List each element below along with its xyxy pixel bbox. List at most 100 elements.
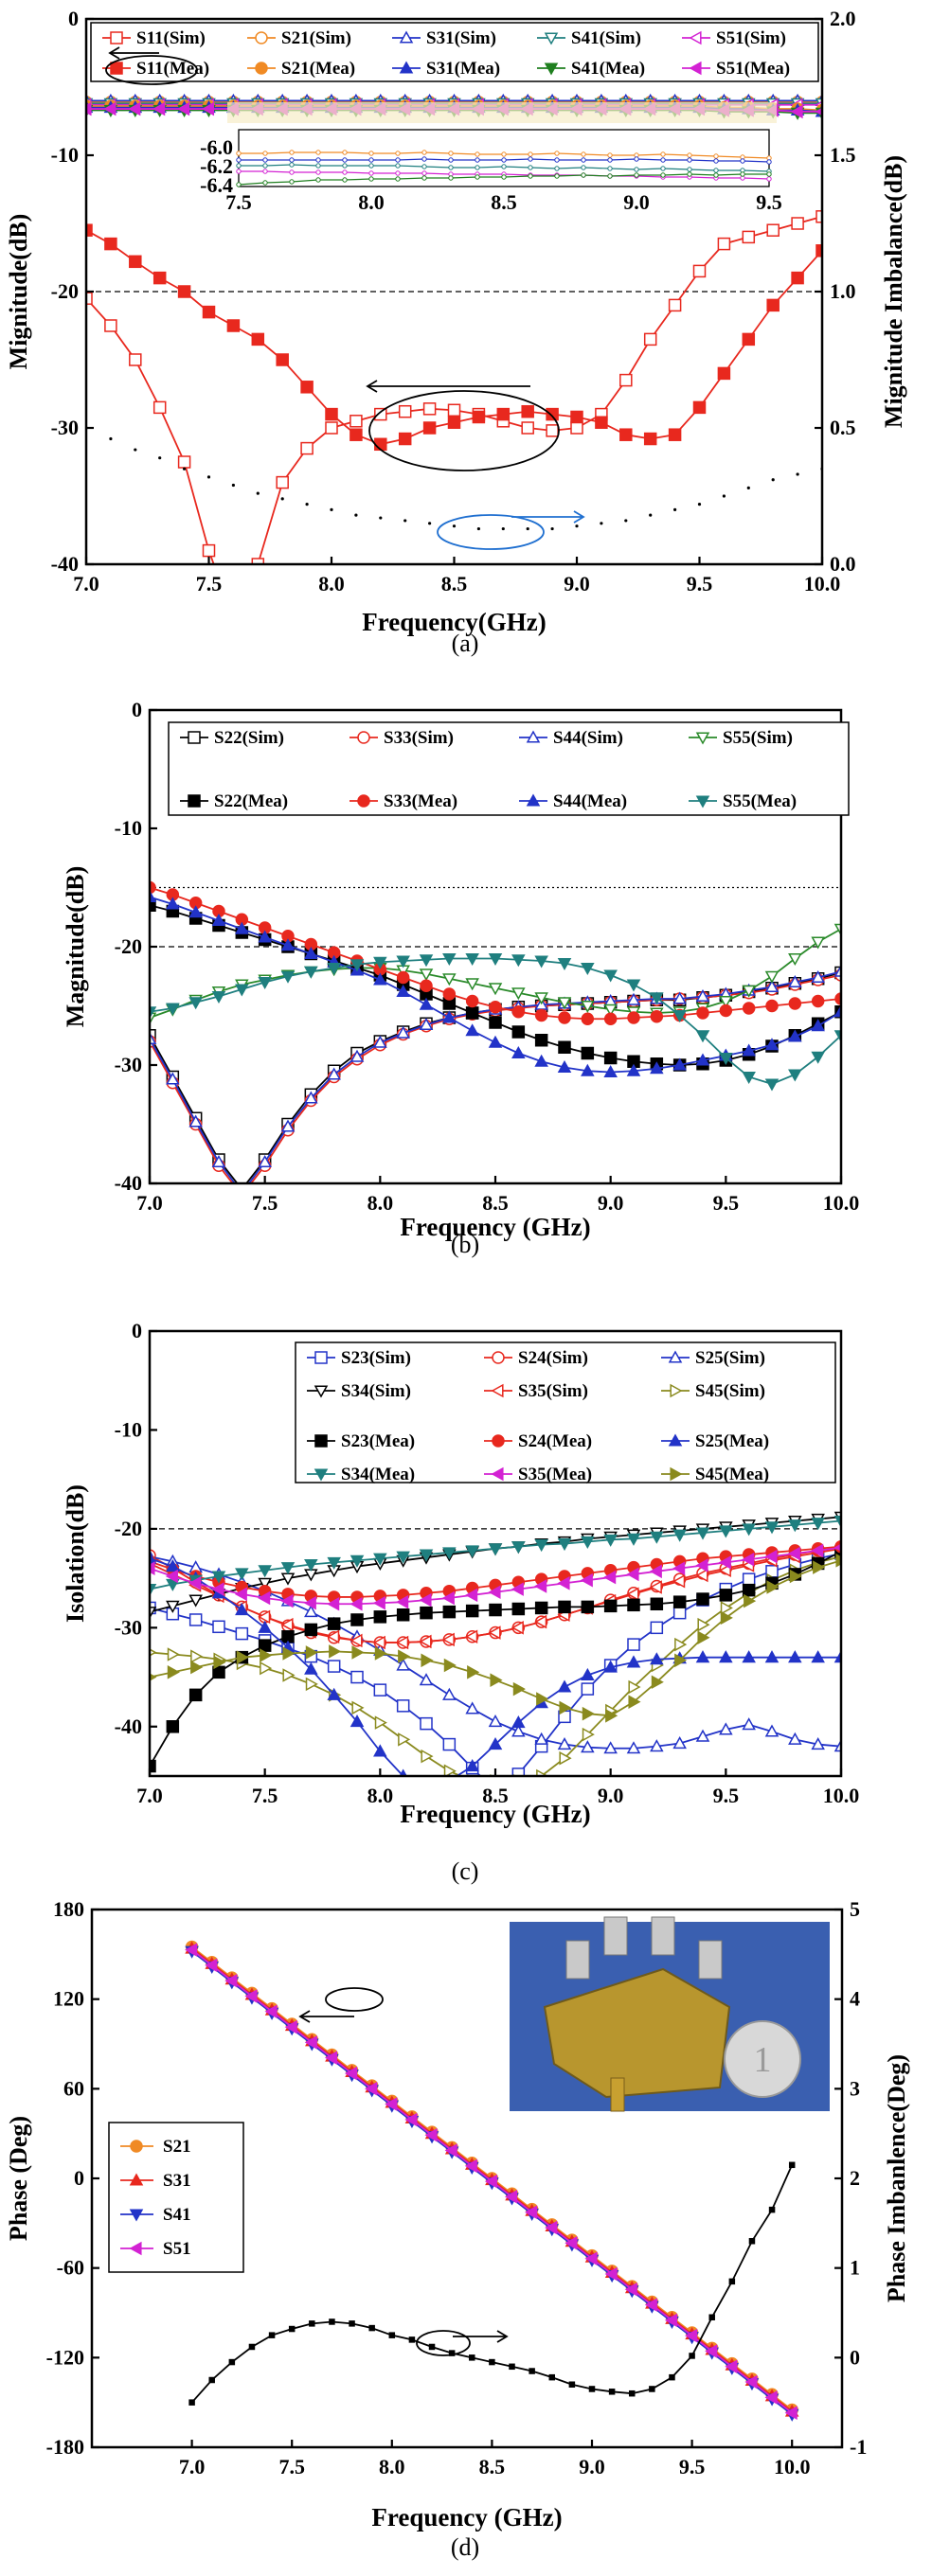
data-point [748, 2238, 756, 2245]
data-point [719, 1525, 733, 1538]
x-tick-label: 8.5 [482, 1191, 509, 1215]
data-point [672, 1735, 687, 1750]
sma-connector [651, 1916, 675, 1956]
data-point [280, 1617, 294, 1632]
legend-label: S23(Sim) [341, 1348, 411, 1368]
legend-item: S31(Mea) [392, 59, 500, 79]
data-point [396, 1594, 409, 1609]
data-point [488, 1714, 503, 1728]
inset-point [395, 151, 401, 156]
y-tick-label: -10 [115, 816, 142, 840]
y-tick-label: 120 [53, 1987, 84, 2011]
data-point [521, 404, 534, 418]
data-point [202, 305, 216, 319]
inset-point [236, 163, 242, 169]
data-point [276, 475, 289, 489]
legend-item: S22(Mea) [180, 791, 288, 811]
data-point [796, 472, 799, 476]
legend-marker [670, 1466, 683, 1482]
legend-label: S33(Sim) [384, 728, 454, 748]
series-s33-mea- [150, 880, 841, 1025]
inset-point [289, 169, 295, 175]
data-point [190, 1649, 204, 1663]
x-tick-label: 7.0 [136, 1191, 163, 1215]
x-tick-label: 7.5 [196, 572, 223, 595]
data-point [282, 1646, 296, 1661]
series-s34-mea- [150, 1515, 841, 1597]
data-point [719, 1650, 733, 1663]
legend-marker [130, 2140, 143, 2153]
inset-point [342, 150, 348, 155]
inset-point [342, 169, 348, 175]
series-imbalance [86, 426, 822, 531]
data-point [349, 2320, 355, 2327]
data-point [419, 1017, 434, 1031]
data-point [372, 1595, 385, 1610]
data-point [626, 992, 641, 1005]
data-point [327, 1687, 341, 1700]
inset-point [554, 157, 560, 163]
legend-marker [314, 1434, 328, 1448]
data-point [771, 478, 775, 482]
inset-series [236, 156, 772, 165]
data-point [428, 522, 432, 525]
data-point [280, 497, 284, 501]
legend-label: S21 [163, 2137, 191, 2157]
data-point [603, 1570, 617, 1585]
y-axis-title: Mignitude(dB) [5, 214, 32, 370]
inset-point [342, 157, 348, 163]
data-point [600, 522, 603, 525]
inset-point [687, 171, 692, 177]
data-point [86, 292, 93, 305]
legend-label: S41(Mea) [571, 59, 645, 79]
x-tick-label: 7.5 [252, 1784, 278, 1807]
data-point [604, 2266, 618, 2282]
inset-point [262, 163, 268, 169]
data-point [258, 1565, 272, 1578]
data-point [650, 1531, 664, 1544]
data-point [627, 1638, 640, 1651]
data-point [167, 1665, 180, 1679]
data-point [511, 1045, 526, 1059]
data-point [350, 959, 365, 972]
data-point [719, 1052, 733, 1066]
legend-label: S45(Mea) [695, 1465, 769, 1484]
x-tick-label: 10.0 [823, 1191, 860, 1215]
data-point [150, 880, 156, 895]
legend-label: S51(Mea) [716, 59, 790, 79]
data-point [150, 898, 156, 912]
inset-point [448, 165, 454, 170]
data-point [350, 1596, 363, 1611]
plot-area [150, 1511, 841, 1776]
data-point [408, 2336, 416, 2343]
data-point [512, 1681, 526, 1697]
legend-box [168, 721, 850, 816]
data-point [764, 979, 780, 993]
data-point [624, 519, 628, 523]
legend-label: S51(Sim) [716, 28, 786, 48]
data-point [188, 1613, 203, 1626]
data-point [534, 1539, 548, 1553]
y2-tick-label: 1.0 [830, 279, 856, 303]
data-point [488, 1035, 503, 1048]
data-point [190, 1660, 204, 1675]
inset-point [501, 151, 507, 157]
inset-point [581, 151, 586, 157]
data-point [674, 1637, 688, 1652]
x-tick-label: 8.0 [367, 1784, 394, 1807]
data-point [236, 1190, 247, 1201]
data-point [595, 416, 608, 429]
legend-marker [492, 1351, 505, 1364]
data-point [403, 519, 407, 523]
data-point [557, 1059, 572, 1074]
data-point [464, 2159, 477, 2174]
data-point [784, 2406, 798, 2420]
y-axis-title: Isolation(dB) [62, 1484, 89, 1623]
data-point [443, 1658, 457, 1673]
data-point [226, 319, 241, 332]
legend-label: S22(Sim) [214, 728, 284, 748]
data-point [441, 1632, 455, 1647]
data-point [664, 2313, 678, 2328]
data-point [697, 1630, 710, 1645]
data-point [570, 410, 583, 424]
